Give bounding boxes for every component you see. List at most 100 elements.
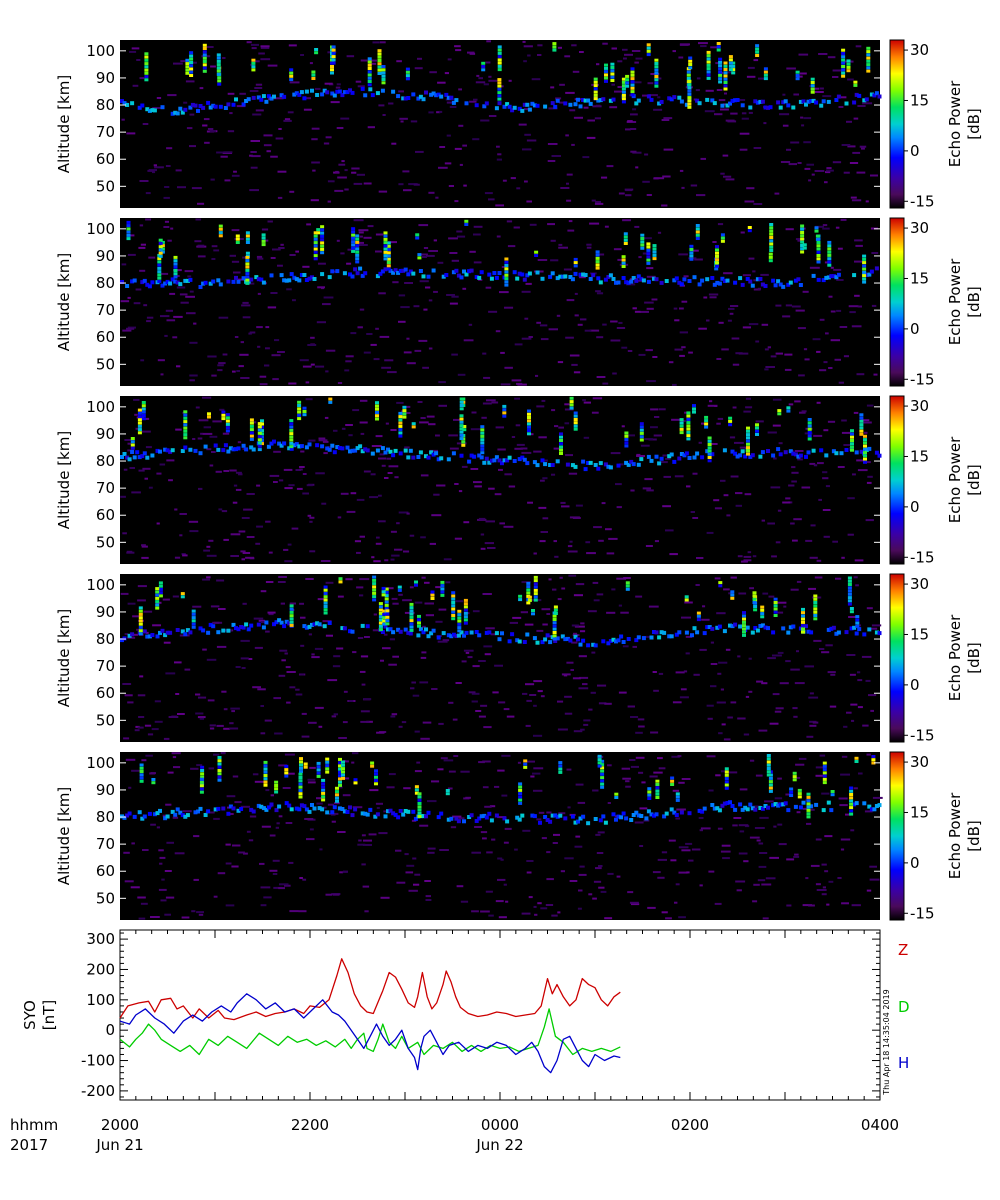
echo-spikes (138, 575, 860, 641)
colorbar-tick-label: -15 (910, 370, 935, 388)
y-tick-label: 60 (96, 328, 115, 346)
mag-y-tick-label: 100 (86, 991, 115, 1009)
colorbar-tick-label: 0 (910, 676, 920, 694)
y-tick-label: 80 (96, 274, 115, 292)
colorbar-gradient (889, 395, 905, 565)
echo-layer (120, 800, 882, 826)
time-axis-labels: hhmm 2017 2000 Jun 21 2200 0000 Jun 22 0200 0400 (10, 1116, 899, 1154)
echo-spikes (139, 754, 876, 819)
y-tick-label: 80 (96, 630, 115, 648)
radar-panel-4: 50 60 70 80 90 100 Altitude [km] 30 15 0 -15 Echo P… (55, 573, 983, 744)
colorbar-tick-label: -15 (910, 726, 935, 744)
y-tick-label: 60 (96, 684, 115, 702)
x-tick-label-time: 0000 (481, 1116, 519, 1134)
y-tick-label: 80 (96, 452, 115, 470)
colorbar-label: Echo Power (946, 792, 964, 879)
y-tick-label: 90 (96, 425, 115, 443)
noise-speckle (123, 752, 883, 920)
x-tick-label-time: 0200 (671, 1116, 709, 1134)
x-tick-label-date: Jun 21 (95, 1136, 143, 1154)
plot-background (120, 752, 880, 920)
echo-spikes (144, 42, 871, 109)
plot-background (120, 218, 880, 386)
colorbar-tick-label: 0 (910, 320, 920, 338)
y-tick-label: 90 (96, 69, 115, 87)
legend-H: H (898, 1054, 909, 1072)
y-tick-label: 70 (96, 301, 115, 319)
radar-panel-5: 50 60 70 80 90 100 Altitude [km] 30 15 0 -15 Echo P… (55, 751, 983, 922)
radar-panel-2: 50 60 70 80 90 100 Altitude [km] 30 15 0 -15 Echo P… (55, 217, 983, 388)
colorbar-label: Echo Power (946, 80, 964, 167)
y-tick-label: 50 (96, 177, 115, 195)
timestamp-label: Thu Apr 18 14:35:04 2019 (882, 989, 891, 1096)
noise-speckle (121, 40, 878, 207)
mag-y-tick-label: 300 (86, 930, 115, 948)
x-tick-label-time: 0400 (861, 1116, 899, 1134)
y-tick-label: 80 (96, 808, 115, 826)
mag-y-tick-label: -100 (81, 1052, 115, 1070)
y-tick-label: 50 (96, 711, 115, 729)
colorbar-tick-label: 30 (910, 219, 929, 237)
colorbar-tick-label: 0 (910, 142, 920, 160)
y-axis-label: Altitude [km] (55, 253, 73, 351)
y-tick-label: 90 (96, 781, 115, 799)
radar-panels: 50 60 70 80 90 100 Altitude [km] 30 15 0 -15 Echo P… (55, 39, 983, 922)
y-tick-label: 100 (86, 576, 115, 594)
colorbar: 30 15 0 -15 Echo Power [dB] (889, 573, 983, 744)
y-tick-label: 100 (86, 220, 115, 238)
mag-y-label: SYO (21, 1000, 39, 1030)
colorbar-gradient (889, 39, 905, 209)
plot-background (120, 396, 880, 564)
colorbar-tick-label: -15 (910, 192, 935, 210)
colorbar-tick-label: -15 (910, 548, 935, 566)
series-Z-line (119, 958, 621, 1021)
colorbar-tick-label: 30 (910, 575, 929, 593)
legend-D: D (898, 998, 910, 1016)
x-tick-label-time: 2200 (291, 1116, 329, 1134)
y-tick-label: 60 (96, 150, 115, 168)
colorbar-tick-label: 15 (910, 269, 929, 287)
y-tick-label: 90 (96, 603, 115, 621)
colorbar-tick-label: 15 (910, 803, 929, 821)
echo-layer (120, 266, 879, 289)
y-axis-label: Altitude [km] (55, 609, 73, 707)
legend-Z: Z (898, 941, 908, 959)
y-tick-label: 70 (96, 835, 115, 853)
colorbar-tick-label: 15 (910, 625, 929, 643)
series-H-line (119, 993, 621, 1074)
x-tick-label-time: 2000 (101, 1116, 139, 1134)
mag-plot-frame (119, 929, 881, 1101)
radar-panel-1: 50 60 70 80 90 100 Altitude [km] 30 15 0 -15 Echo P… (55, 39, 983, 210)
colorbar-unit: [dB] (965, 820, 983, 852)
y-tick-label: 50 (96, 355, 115, 373)
mag-y-tick-label: -200 (81, 1082, 115, 1100)
colorbar-tick-label: 0 (910, 498, 920, 516)
colorbar-tick-label: 15 (910, 91, 929, 109)
x-axis-label-hhmm: hhmm (10, 1116, 58, 1134)
colorbar-gradient (889, 751, 905, 921)
mag-y-tick-label: 200 (86, 960, 115, 978)
echo-layer (120, 86, 882, 116)
x-axis-label-year: 2017 (10, 1136, 48, 1154)
echo-layer (120, 618, 882, 648)
y-tick-label: 60 (96, 506, 115, 524)
colorbar-gradient (889, 217, 905, 387)
colorbar: 30 15 0 -15 Echo Power [dB] (889, 39, 983, 210)
colorbar-tick-label: 30 (910, 753, 929, 771)
colorbar: 30 15 0 -15 Echo Power [dB] (889, 217, 983, 388)
y-tick-label: 70 (96, 657, 115, 675)
colorbar-label: Echo Power (946, 258, 964, 345)
colorbar-tick-label: -15 (910, 904, 935, 922)
echo-layer (120, 439, 882, 472)
series-D-line (119, 1008, 621, 1056)
colorbar-tick-label: 30 (910, 397, 929, 415)
plot-background (120, 574, 880, 742)
y-tick-label: 70 (96, 479, 115, 497)
noise-speckle (120, 396, 874, 563)
y-tick-label: 50 (96, 889, 115, 907)
echo-spikes (126, 219, 867, 287)
y-tick-label: 80 (96, 96, 115, 114)
y-axis-label: Altitude [km] (55, 431, 73, 529)
mag-y-unit: [nT] (40, 1000, 58, 1030)
